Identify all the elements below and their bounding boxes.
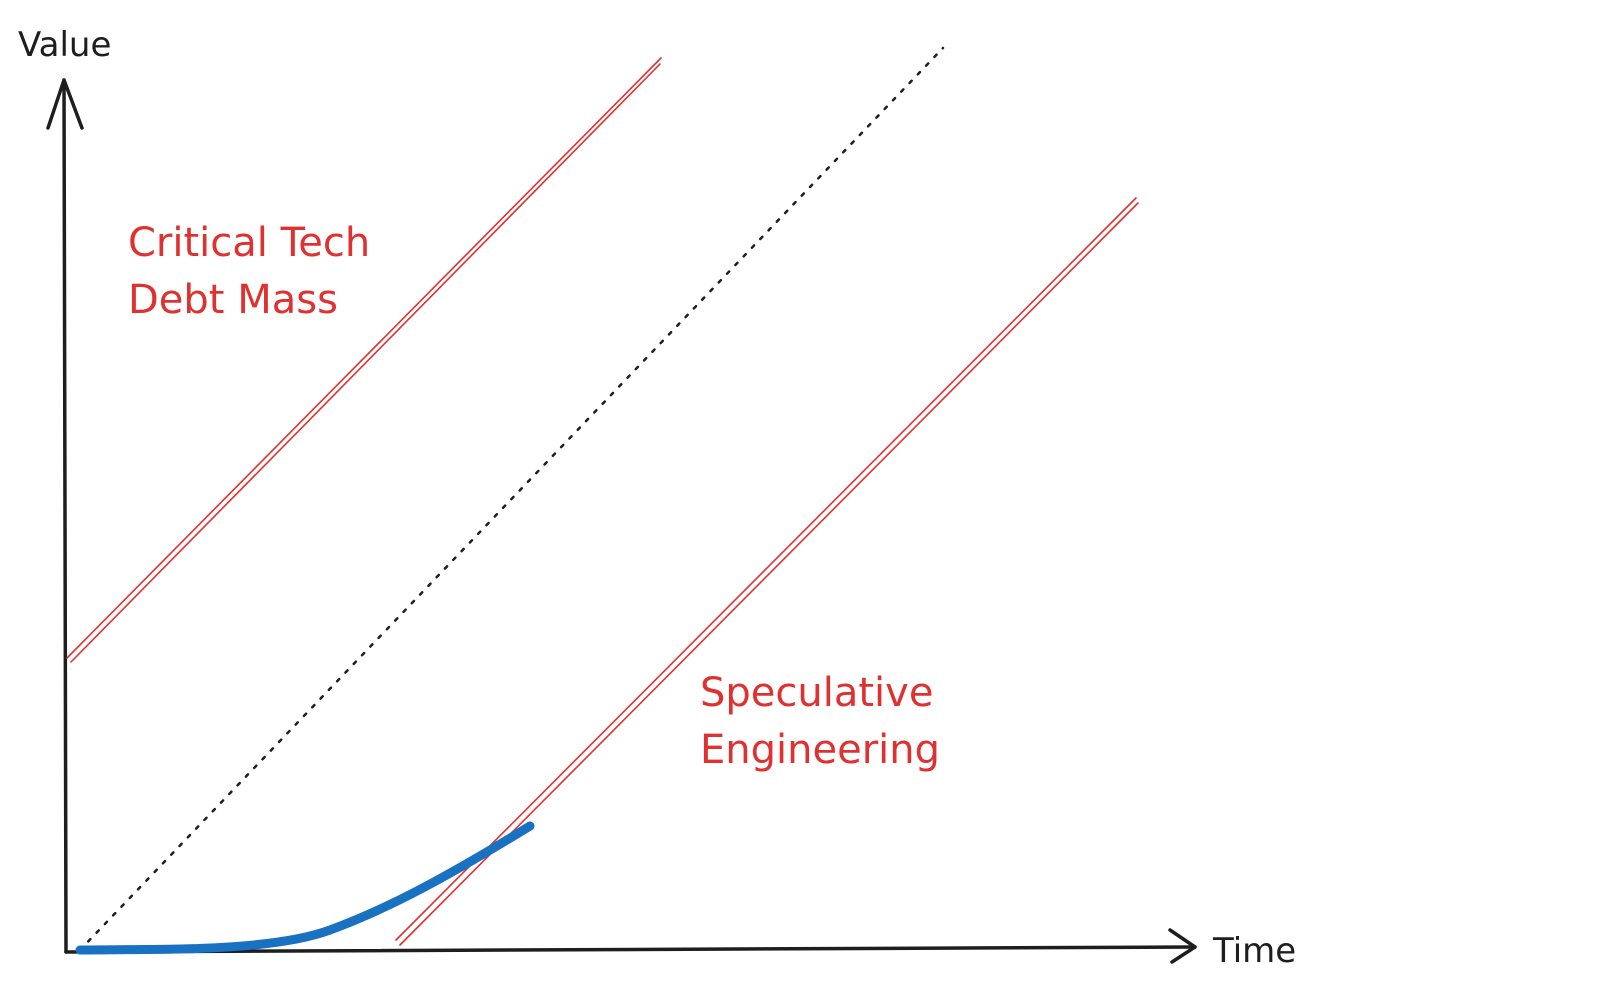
y-axis bbox=[46, 78, 84, 954]
speculative-engineering-label-line1: Speculative bbox=[700, 670, 933, 716]
speculative-engineering-label: Speculative Engineering bbox=[700, 670, 940, 773]
critical-tech-debt-label-line1: Critical Tech bbox=[128, 220, 370, 266]
upper-boundary-line bbox=[66, 57, 662, 663]
x-axis-label: Time bbox=[1212, 931, 1296, 971]
y-axis-label: Value bbox=[18, 25, 111, 65]
reference-diagonal-line bbox=[78, 46, 945, 952]
critical-tech-debt-label-line2: Debt Mass bbox=[128, 277, 338, 323]
value-curve bbox=[75, 821, 535, 955]
x-axis-line bbox=[64, 945, 1197, 954]
y-axis-line bbox=[62, 78, 68, 954]
speculative-engineering-label-line2: Engineering bbox=[700, 727, 940, 773]
y-axis-arrowhead bbox=[46, 78, 84, 130]
x-axis-arrowhead bbox=[1168, 928, 1197, 964]
critical-tech-debt-label: Critical Tech Debt Mass bbox=[128, 220, 370, 323]
lower-boundary-line bbox=[395, 197, 1139, 946]
x-axis bbox=[64, 928, 1197, 964]
